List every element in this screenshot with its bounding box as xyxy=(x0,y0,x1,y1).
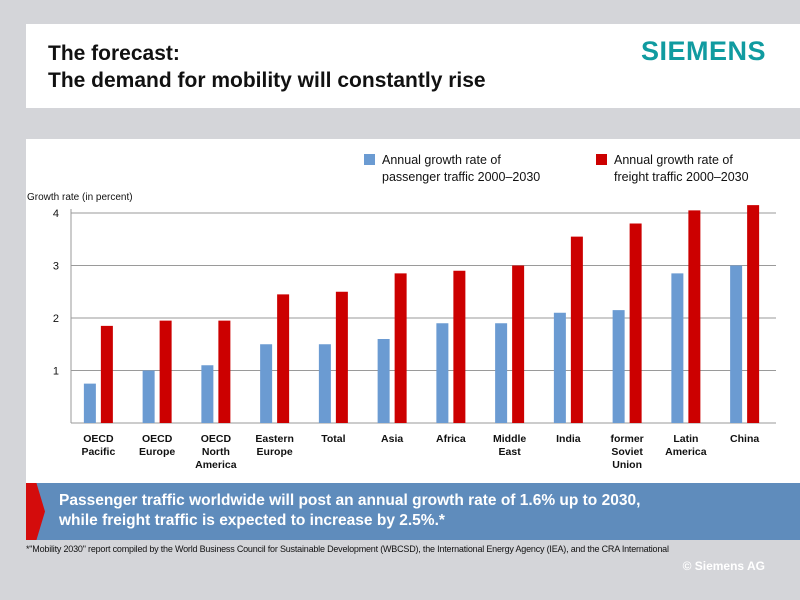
copyright: © Siemens AG xyxy=(682,559,765,573)
passenger-bar xyxy=(260,344,273,423)
y-tick-label: 1 xyxy=(53,366,59,378)
freight-bar xyxy=(512,265,525,423)
siemens-logo: SIEMENS xyxy=(640,36,766,66)
passenger-bar xyxy=(553,312,566,423)
x-tick-label: Middle xyxy=(493,433,526,445)
freight-bar xyxy=(629,223,642,423)
x-tick-label: OECD xyxy=(83,433,114,445)
freight-bar xyxy=(570,236,583,423)
y-tick-label: 2 xyxy=(53,313,59,325)
passenger-bar xyxy=(83,383,96,423)
x-tick-label: North xyxy=(202,446,230,458)
x-tick-label: Asia xyxy=(381,433,403,445)
slide-title: The forecast: The demand for mobility wi… xyxy=(48,40,486,94)
passenger-bar xyxy=(318,344,331,423)
x-tick-label: OECD xyxy=(201,433,232,445)
x-tick-label: Pacific xyxy=(81,446,115,458)
summary-banner: Passenger traffic worldwide will post an… xyxy=(26,483,800,540)
x-tick-label: East xyxy=(499,446,522,458)
passenger-bar xyxy=(495,323,508,423)
x-tick-label: former xyxy=(610,433,643,445)
legend-swatch-freight xyxy=(596,154,607,165)
freight-bar xyxy=(159,320,172,423)
chart-panel: Growth rate (in percent) 1 2 3 4 OECD Pacific O… xyxy=(26,139,800,483)
legend-swatch-passenger xyxy=(364,154,375,165)
freight-bar xyxy=(218,320,231,423)
freight-bar xyxy=(453,270,466,423)
bar-chart: Growth rate (in percent)1234OECDPacificO… xyxy=(27,153,776,471)
x-tick-label: America xyxy=(195,459,237,471)
x-tick-label: China xyxy=(730,433,759,445)
passenger-bar xyxy=(612,310,625,423)
y-axis-label: Growth rate (in percent) xyxy=(27,192,133,203)
x-tick-label: Total xyxy=(321,433,345,445)
freight-bar xyxy=(335,291,348,423)
banner-text: Passenger traffic worldwide will post an… xyxy=(59,491,794,531)
passenger-bar xyxy=(671,273,684,423)
x-tick-label: Europe xyxy=(139,446,175,458)
freight-bar xyxy=(688,210,701,423)
y-tick-label: 4 xyxy=(53,208,59,220)
passenger-bar xyxy=(201,365,214,423)
freight-bar xyxy=(100,325,113,423)
passenger-bar xyxy=(377,339,390,423)
x-tick-label: Africa xyxy=(436,433,466,445)
freight-bar xyxy=(747,205,760,423)
x-tick-label: Latin xyxy=(673,433,698,445)
x-tick-label: Union xyxy=(612,459,642,471)
x-tick-label: America xyxy=(665,446,707,458)
title-line-2: The demand for mobility will constantly … xyxy=(48,69,486,92)
passenger-bar xyxy=(142,370,155,423)
x-tick-label: Eastern xyxy=(255,433,294,445)
footnote: *"Mobility 2030" report compiled by the … xyxy=(26,544,669,554)
x-tick-label: OECD xyxy=(142,433,173,445)
passenger-bar xyxy=(436,323,449,423)
legend-label-line-2: freight traffic 2000–2030 xyxy=(614,170,749,184)
legend-label-line-2: passenger traffic 2000–2030 xyxy=(382,170,540,184)
legend-label-line-1: Annual growth rate of xyxy=(382,153,501,167)
title-line-1: The forecast: xyxy=(48,42,180,65)
passenger-bar xyxy=(730,265,743,423)
y-tick-label: 3 xyxy=(53,261,59,273)
x-tick-label: Soviet xyxy=(611,446,643,458)
banner-line-1: Passenger traffic worldwide will post an… xyxy=(59,492,641,509)
x-tick-label: Europe xyxy=(257,446,293,458)
banner-line-2: while freight traffic is expected to inc… xyxy=(59,512,445,529)
x-tick-label: India xyxy=(556,433,581,445)
legend-label-line-1: Annual growth rate of xyxy=(614,153,733,167)
banner-arrow-icon xyxy=(26,483,45,540)
header: The forecast: The demand for mobility wi… xyxy=(26,24,800,108)
freight-bar xyxy=(277,294,290,423)
freight-bar xyxy=(394,273,407,423)
